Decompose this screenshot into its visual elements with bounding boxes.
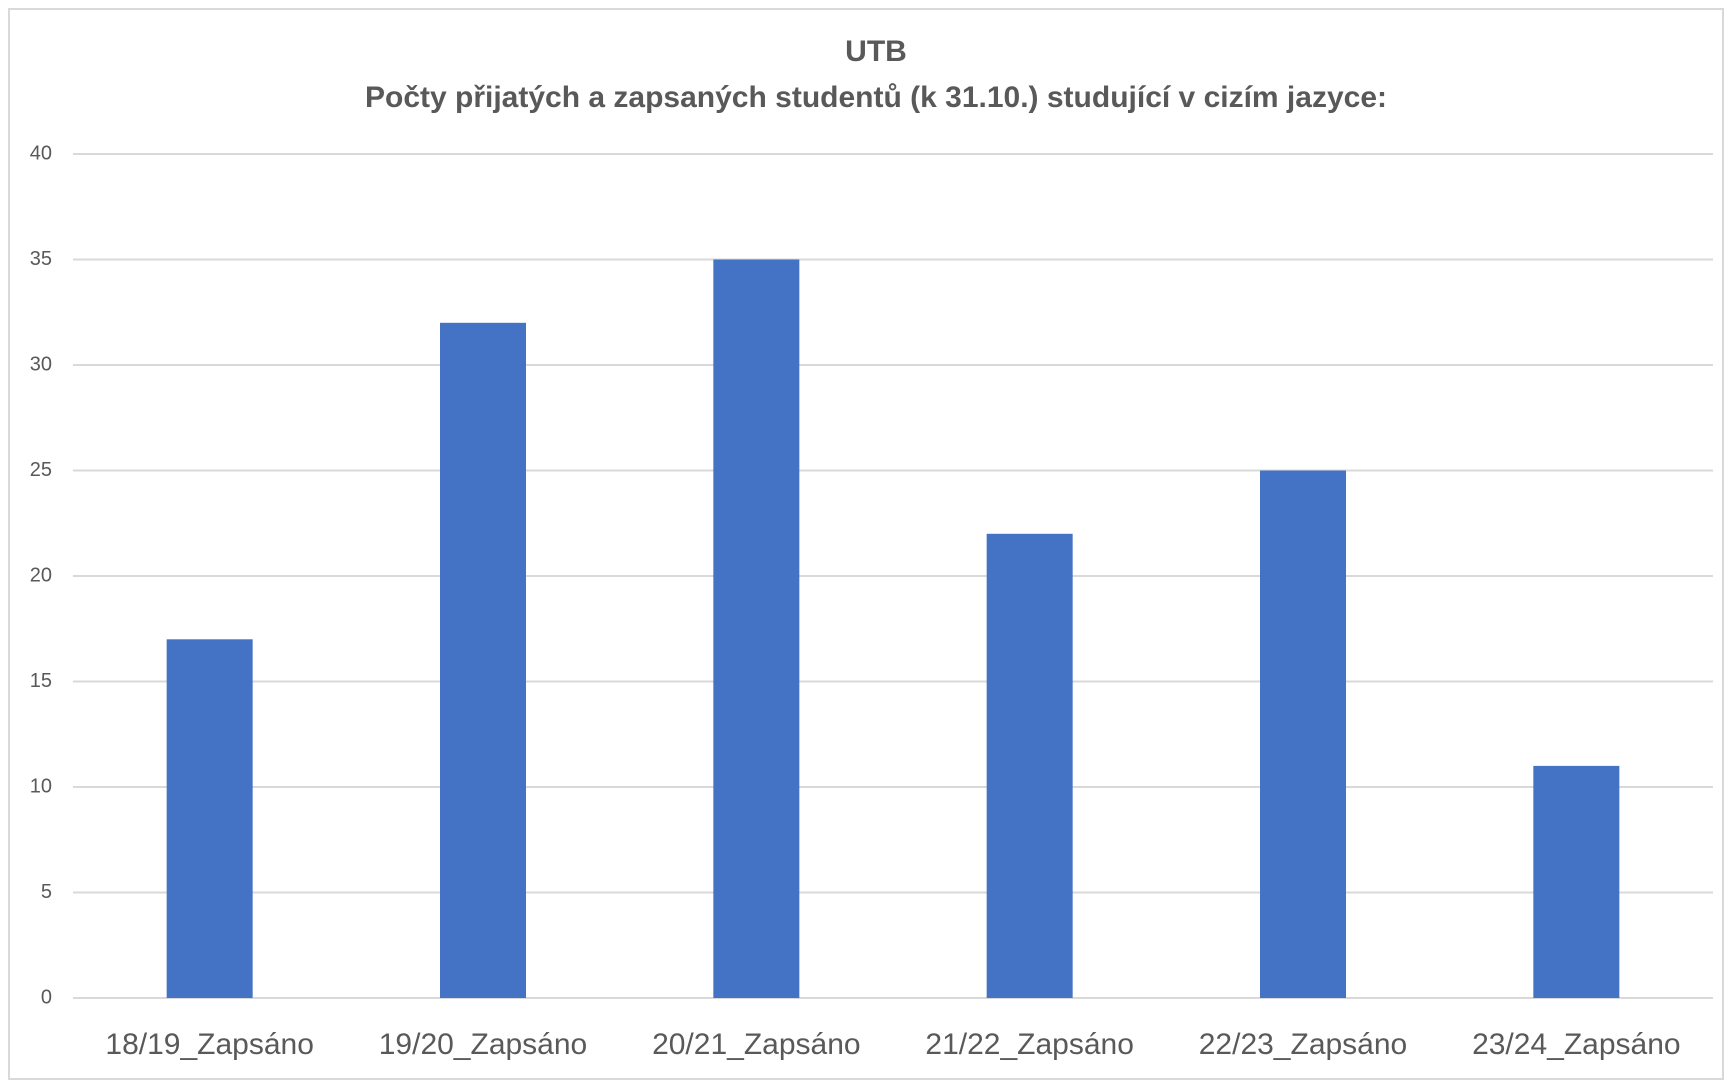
y-tick-label: 15 bbox=[30, 670, 52, 692]
bar bbox=[166, 639, 253, 998]
bar bbox=[1533, 765, 1620, 998]
y-tick-label: 20 bbox=[30, 564, 52, 586]
x-tick-label: 18/19_Zapsáno bbox=[105, 1028, 314, 1061]
y-tick-label: 40 bbox=[30, 142, 52, 164]
y-tick-label: 35 bbox=[30, 248, 52, 270]
chart-frame bbox=[8, 8, 1724, 1080]
chart-title: UTB bbox=[845, 35, 907, 68]
y-tick-label: 0 bbox=[41, 986, 52, 1008]
y-tick-label: 30 bbox=[30, 353, 52, 375]
y-tick-label: 10 bbox=[30, 775, 52, 797]
bar bbox=[1260, 470, 1346, 998]
x-tick-label: 22/23_Zapsáno bbox=[1199, 1028, 1408, 1061]
bar bbox=[986, 533, 1073, 998]
x-tick-label: 21/22_Zapsáno bbox=[925, 1028, 1134, 1061]
x-tick-label: 19/20_Zapsáno bbox=[379, 1028, 588, 1061]
bar bbox=[713, 259, 800, 998]
bar bbox=[440, 322, 526, 998]
x-tick-label: 23/24_Zapsáno bbox=[1472, 1028, 1681, 1061]
y-tick-label: 5 bbox=[41, 881, 52, 903]
chart-subtitle: Počty přijatých a zapsaných studentů (k … bbox=[365, 81, 1387, 114]
x-tick-label: 20/21_Zapsáno bbox=[652, 1028, 861, 1061]
y-tick-label: 25 bbox=[30, 459, 52, 481]
